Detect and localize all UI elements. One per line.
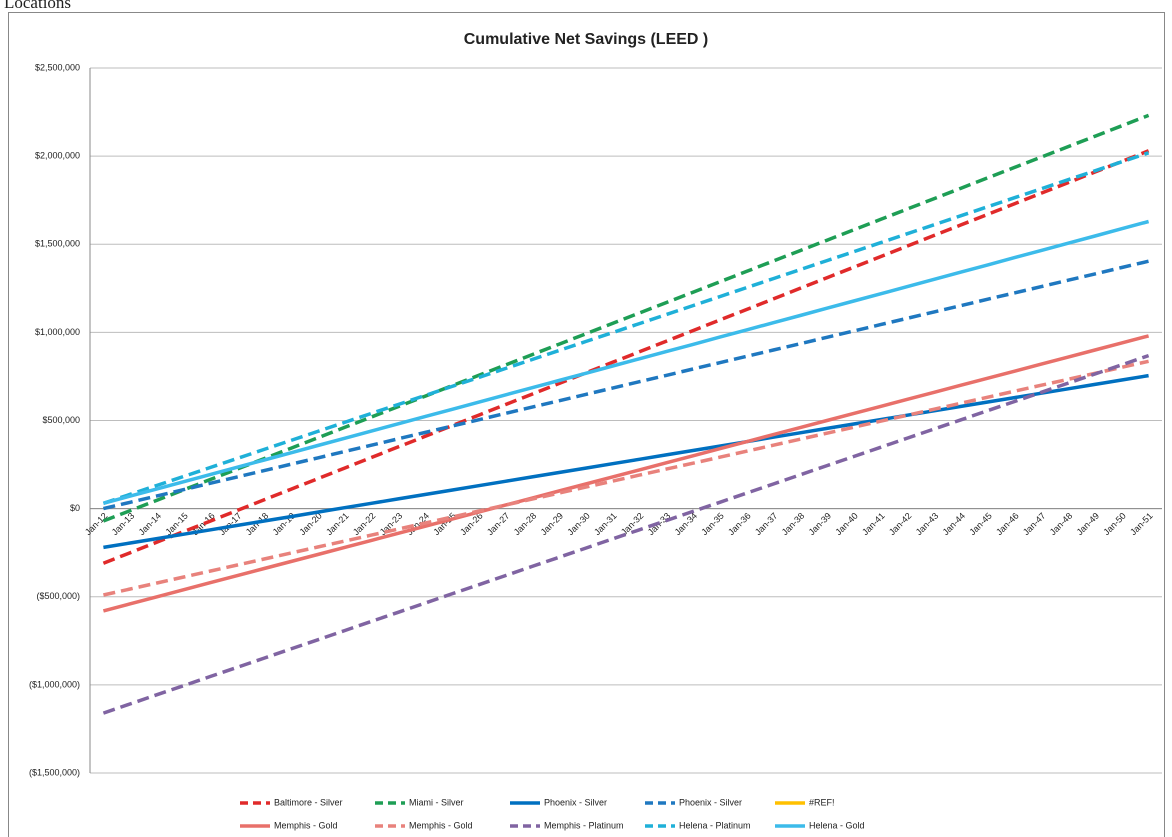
y-tick-label: $2,500,000 — [35, 62, 80, 72]
series-line — [102, 113, 1150, 523]
series-line — [102, 149, 1150, 565]
legend-label: Memphis - Gold — [409, 820, 473, 830]
series-line — [102, 219, 1150, 505]
y-tick-label: ($500,000) — [36, 591, 80, 601]
series-line — [102, 353, 1150, 715]
series-line — [102, 151, 1150, 505]
chart-frame — [8, 12, 1165, 837]
legend-label: #REF! — [809, 797, 835, 807]
y-tick-label: $0 — [70, 503, 80, 513]
y-tick-label: ($1,000,000) — [29, 679, 80, 689]
legend-label: Memphis - Platinum — [544, 820, 624, 830]
legend-label: Helena - Gold — [809, 820, 865, 830]
legend-label: Baltimore - Silver — [274, 797, 343, 807]
series-line — [103, 359, 1149, 597]
y-tick-label: $500,000 — [42, 415, 80, 425]
series-line — [103, 373, 1149, 550]
legend-label: Memphis - Gold — [274, 820, 338, 830]
legend-label: Phoenix - Silver — [544, 797, 607, 807]
y-tick-label: $1,000,000 — [35, 327, 80, 337]
y-tick-label: $2,000,000 — [35, 151, 80, 161]
legend-label: Phoenix - Silver — [679, 797, 742, 807]
legend-label: Miami - Silver — [409, 797, 464, 807]
series-line — [102, 334, 1150, 613]
page-heading: Locations — [4, 0, 71, 12]
y-tick-label: $1,500,000 — [35, 239, 80, 249]
legend-label: Helena - Platinum — [679, 820, 751, 830]
y-tick-label: ($1,500,000) — [29, 767, 80, 777]
chart-title: Cumulative Net Savings (LEED ) — [464, 31, 709, 48]
